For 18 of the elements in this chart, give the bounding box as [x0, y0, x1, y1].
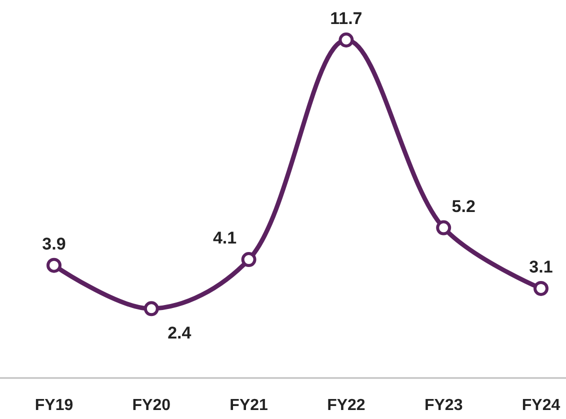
data-label: 3.9 — [42, 234, 66, 254]
point — [534, 280, 548, 296]
x-tick-label: FY20 — [132, 397, 171, 414]
x-tick-label: FY22 — [327, 397, 366, 414]
x-tick-label: FY24 — [522, 397, 560, 414]
data-label: 11.7 — [330, 9, 362, 28]
point — [338, 32, 354, 48]
data-label: 4.1 — [212, 228, 237, 248]
point — [46, 258, 62, 273]
point — [241, 252, 256, 268]
data-label: 3.1 — [529, 257, 553, 276]
point — [436, 220, 452, 236]
x-tick-label: FY19 — [34, 397, 74, 414]
point — [144, 301, 159, 316]
data-label: 5.2 — [452, 196, 476, 216]
x-tick-label: FY21 — [230, 397, 268, 414]
data-label: 2.4 — [168, 324, 192, 343]
x-tick-label: FY23 — [424, 397, 463, 414]
